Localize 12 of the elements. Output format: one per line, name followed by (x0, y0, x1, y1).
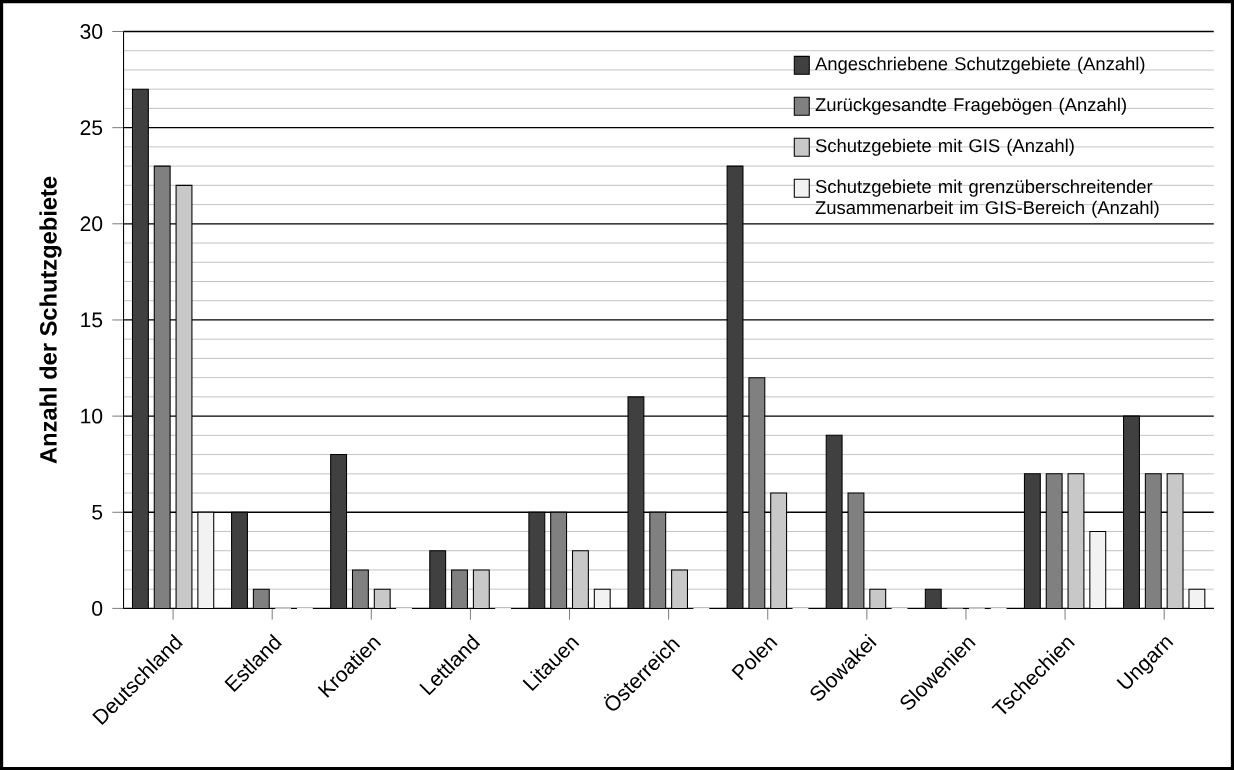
legend-label: Angeschriebene Schutzgebiete (Anzahl) (815, 56, 1145, 74)
y-tick-label: 25 (80, 120, 103, 136)
y-tick-label: 20 (80, 216, 103, 232)
y-tick-label: 15 (81, 312, 103, 328)
y-tick-label: 0 (92, 600, 103, 616)
y-axis-title: Anzahl der Schutzgebiete (39, 176, 62, 464)
y-tick-label: 30 (80, 24, 103, 39)
y-tick-label: 5 (92, 504, 103, 520)
legend-label: Schutzgebiete mit GIS (Anzahl) (815, 138, 1074, 156)
y-tick-label: 10 (81, 408, 103, 424)
legend-label: Schutzgebiete mit grenzüberschreitender Zusammenarbeit im GIS-Bereich (Anzahl) (815, 179, 1159, 218)
legend-label: Zurückgesandte Fragebögen (Anzahl) (815, 97, 1126, 115)
